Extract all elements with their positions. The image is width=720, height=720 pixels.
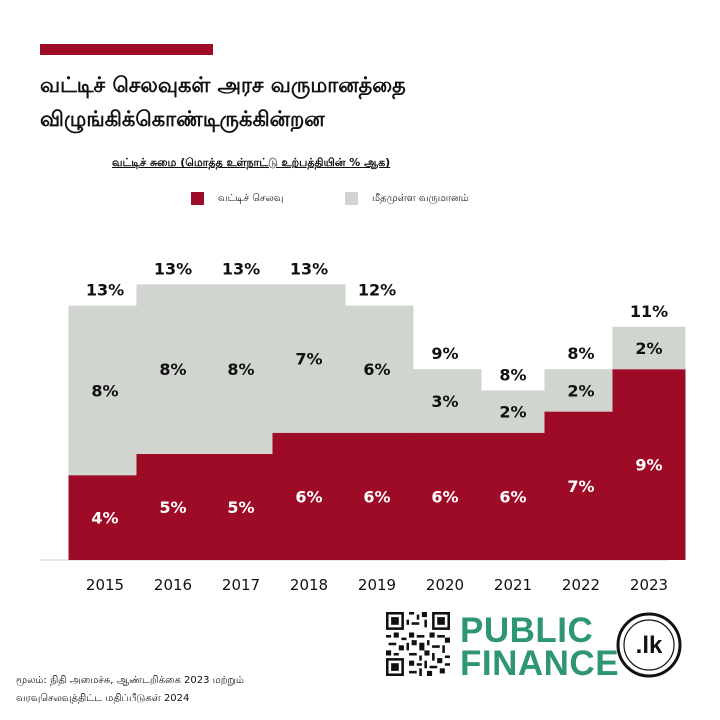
x-tick-label-2023: 2023 xyxy=(630,576,668,594)
bar-interest-2018 xyxy=(272,432,346,560)
label-total-2019: 12% xyxy=(358,281,396,300)
qr-code-icon xyxy=(386,612,450,676)
label-remaining-2023: 2% xyxy=(635,339,662,358)
brand-badge-label: .lk xyxy=(636,632,663,659)
label-interest-2023: 9% xyxy=(635,456,662,475)
legend-item-interest: வட்டிச் செலவு xyxy=(191,192,283,205)
title-accent-bar xyxy=(40,44,213,55)
label-interest-2017: 5% xyxy=(227,498,254,517)
x-tick-label-2018: 2018 xyxy=(290,576,328,594)
source-line-1: மூலம்: நிதி அமைச்சு, ஆண்டறிக்கை 2023 மற்… xyxy=(16,675,244,686)
x-tick-label-2022: 2022 xyxy=(562,576,600,594)
source-line-2: வரவுசெலவுத்திட்ட மதிப்பீடுகள் 2024 xyxy=(16,693,190,704)
label-remaining-2015: 8% xyxy=(91,381,118,400)
bar-interest-2021 xyxy=(476,432,550,560)
label-interest-2016: 5% xyxy=(159,498,186,517)
label-total-2022: 8% xyxy=(567,344,594,363)
legend-item-remaining: மீதமுள்ள வருமானம் xyxy=(345,192,469,205)
bar-remaining-2017 xyxy=(204,284,278,454)
brand-wordmark: PUBLIC FINANCE xyxy=(460,611,620,683)
label-interest-2018: 6% xyxy=(295,487,322,506)
bar-interest-2022 xyxy=(544,411,618,560)
brand-line-1: PUBLIC xyxy=(460,611,594,650)
label-total-2020: 9% xyxy=(431,344,458,363)
x-tick-label-2021: 2021 xyxy=(494,576,532,594)
brand-line-2: FINANCE xyxy=(460,644,620,683)
legend-label-remaining: மீதமுள்ள வருமானம் xyxy=(372,192,469,204)
bar-interest-2016 xyxy=(136,454,210,560)
label-total-2021: 8% xyxy=(499,365,526,384)
x-tick-label-2017: 2017 xyxy=(222,576,260,594)
label-interest-2019: 6% xyxy=(363,487,390,506)
label-total-2017: 13% xyxy=(222,259,260,278)
label-interest-2021: 6% xyxy=(499,487,526,506)
legend-swatch-remaining xyxy=(345,192,358,205)
source-note: மூலம்: நிதி அமைச்சு, ஆண்டறிக்கை 2023 மற்… xyxy=(16,672,336,708)
bar-remaining-2018 xyxy=(272,284,346,433)
label-remaining-2021: 2% xyxy=(499,403,526,422)
bar-remaining-2015 xyxy=(68,305,142,476)
bar-remaining-2023 xyxy=(612,326,686,370)
bar-interest-2019 xyxy=(340,432,414,560)
brand-logo: PUBLIC FINANCE .lk xyxy=(460,611,690,683)
label-remaining-2022: 2% xyxy=(567,381,594,400)
label-interest-2015: 4% xyxy=(91,509,118,528)
chart-subtitle: வட்டிச் சுமை (மொத்த உள்நாட்டு உற்பத்தியி… xyxy=(112,156,391,169)
label-remaining-2020: 3% xyxy=(431,392,458,411)
label-interest-2020: 6% xyxy=(431,487,458,506)
label-interest-2022: 7% xyxy=(567,477,594,496)
label-remaining-2018: 7% xyxy=(295,350,322,369)
label-remaining-2019: 6% xyxy=(363,360,390,379)
page-title: வட்டிச் செலவுகள் அரச வருமானத்தை விழுங்கி… xyxy=(40,73,406,131)
bar-interest-2020 xyxy=(408,432,482,560)
bar-remaining-2022 xyxy=(544,369,618,412)
label-remaining-2016: 8% xyxy=(159,360,186,379)
bar-remaining-2021 xyxy=(476,390,550,433)
x-tick-label-2016: 2016 xyxy=(154,576,192,594)
bar-interest-2017 xyxy=(204,454,278,560)
x-tick-label-2019: 2019 xyxy=(358,576,396,594)
label-remaining-2017: 8% xyxy=(227,360,254,379)
label-total-2016: 13% xyxy=(154,259,192,278)
legend-swatch-interest xyxy=(191,192,204,205)
x-tick-label-2015: 2015 xyxy=(86,576,124,594)
bar-remaining-2016 xyxy=(136,284,210,454)
bar-interest-2015 xyxy=(68,475,142,560)
x-tick-label-2020: 2020 xyxy=(426,576,464,594)
label-total-2018: 13% xyxy=(290,259,328,278)
brand-badge-icon: .lk xyxy=(616,612,682,678)
legend-label-interest: வட்டிச் செலவு xyxy=(218,192,284,204)
label-total-2023: 11% xyxy=(630,302,668,321)
bar-remaining-2020 xyxy=(408,369,482,433)
bar-interest-2023 xyxy=(612,369,686,560)
label-total-2015: 13% xyxy=(86,281,124,300)
bar-remaining-2019 xyxy=(340,305,414,433)
